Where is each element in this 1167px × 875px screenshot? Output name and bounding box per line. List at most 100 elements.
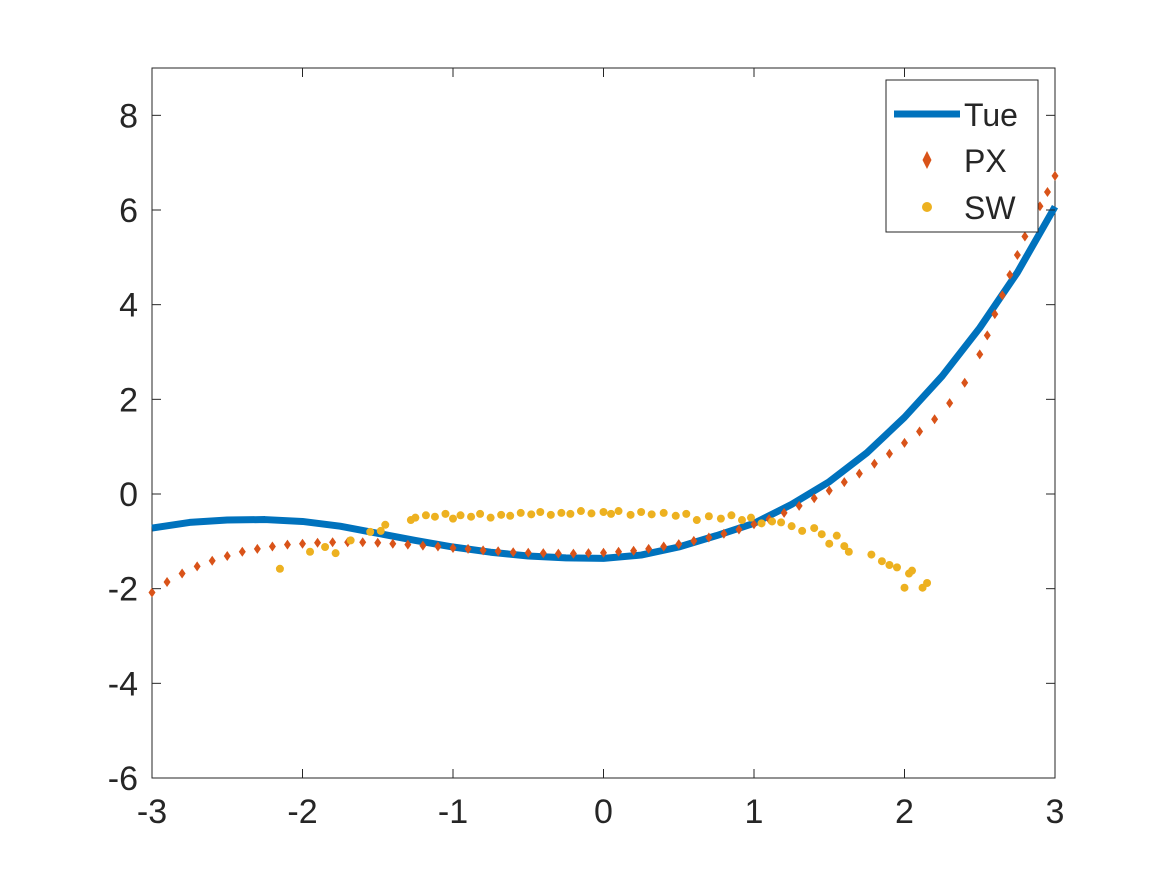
data-point-sw [506,511,515,520]
data-point-px [720,528,728,539]
legend-swatch-dot [922,202,932,212]
data-point-sw [576,507,585,516]
data-point-px [1006,269,1014,280]
x-tick-label: -3 [137,793,167,831]
data-point-px [494,546,502,557]
data-point-sw [671,511,680,520]
data-point-px [584,548,592,559]
data-point-sw [486,513,495,522]
data-point-px [976,349,984,360]
data-point-sw [275,564,284,573]
data-point-sw [798,526,807,535]
data-point-sw [306,547,315,556]
data-point-sw [757,519,766,528]
data-point-sw [908,566,917,575]
data-point-px [404,539,412,550]
data-point-px [524,547,532,558]
data-point-px [374,537,382,548]
data-point-sw [716,514,725,523]
data-point-sw [737,516,746,525]
data-point-px [329,537,337,548]
data-point-sw [832,531,841,540]
data-point-px [645,543,653,554]
data-point-px [750,519,758,530]
data-point-px [1051,170,1059,181]
data-point-sw [476,509,485,518]
data-point-sw [885,561,894,569]
data-point-sw [346,536,355,545]
data-point-px [238,546,246,557]
data-point-sw [497,510,506,519]
data-point-sw [923,578,932,587]
data-point-px [208,555,216,566]
data-point-px [705,532,713,543]
data-point-px [389,538,397,549]
data-point-px [148,587,156,598]
y-tick-label: -4 [108,665,138,703]
data-point-px [1043,187,1051,198]
data-point-px [539,548,547,559]
x-tick-label: -2 [287,793,317,831]
data-point-px [178,568,186,579]
data-point-sw [682,509,691,518]
x-tick-label: 0 [594,793,613,831]
data-point-sw [587,509,596,518]
data-point-px [268,541,276,552]
y-tick-label: -2 [108,571,138,609]
data-point-sw [817,530,826,539]
x-tick-label: 2 [895,793,914,831]
data-point-sw [430,512,439,521]
data-point-sw [421,511,430,520]
data-point-sw [566,509,575,518]
data-point-px [479,545,487,556]
data-point-px [946,398,954,409]
data-point-px [223,551,231,562]
data-point-sw [599,507,608,516]
data-point-px [916,426,924,437]
data-point-px [569,548,577,559]
y-tick-label: 8 [119,97,138,135]
data-point-px [931,414,939,425]
data-point-sw [867,550,876,559]
data-point-px [855,468,863,479]
data-point-px [901,437,908,448]
series-line-tue [151,204,1059,562]
data-point-px [870,458,878,469]
data-point-sw [727,511,736,520]
data-point-px [283,539,291,550]
data-point-px [840,477,848,488]
x-tick-label: -1 [438,793,468,831]
y-tick-label: 0 [119,476,138,514]
y-tick-label: 2 [119,381,138,419]
data-point-px [991,309,999,320]
data-point-sw [381,520,390,529]
x-tick-label: 1 [745,793,764,831]
series-layer [148,170,1059,598]
data-point-px [615,546,623,557]
data-point-sw [810,524,819,533]
data-point-sw [527,510,536,519]
data-point-px [1013,249,1021,260]
data-point-px [780,507,788,518]
data-point-sw [467,512,476,521]
tick-layer: -3 -2 -1 0 1 2 3 -6 -4 -2 0 2 4 6 8 [108,68,1065,831]
x-tick-label: 3 [1046,793,1065,831]
data-point-px [983,330,991,341]
y-tick-label: 6 [119,192,138,230]
data-point-sw [449,514,457,523]
data-point-px [434,541,442,552]
data-point-sw [456,511,465,520]
data-point-px [163,577,171,588]
data-point-px [1021,231,1029,242]
legend-label: PX [964,143,1007,179]
data-point-sw [825,539,834,548]
data-point-px [554,548,562,559]
data-point-px [253,543,261,554]
data-point-sw [331,549,340,558]
data-point-sw [366,527,375,536]
data-point-sw [787,522,796,531]
data-point-px [314,537,322,548]
legend-swatch-diamond [922,151,932,169]
data-point-sw [777,518,786,527]
